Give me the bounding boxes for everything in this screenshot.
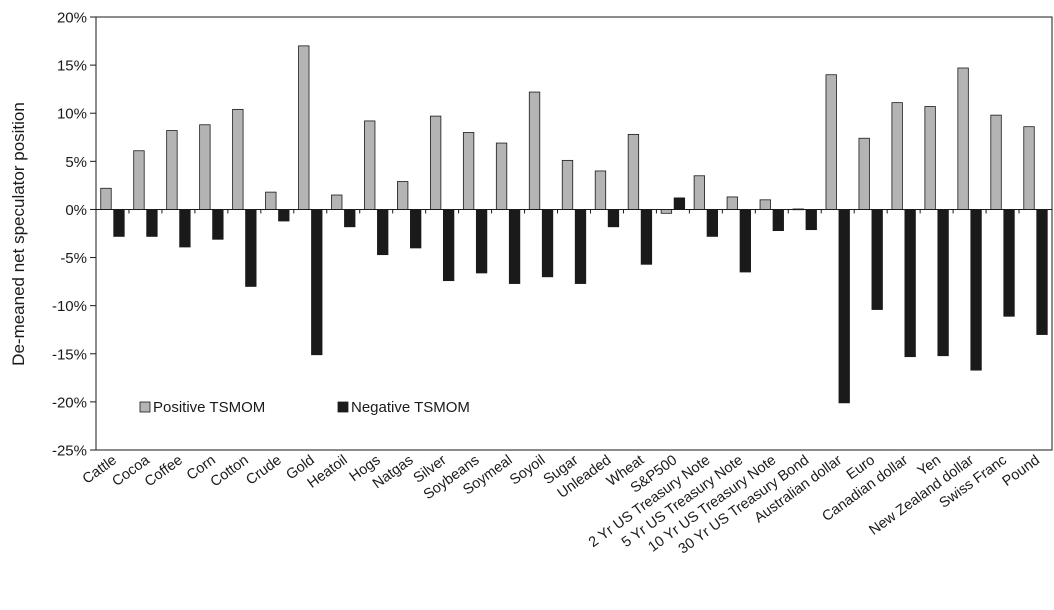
y-tick-label: -25% xyxy=(52,443,87,460)
plot-area: 20%15%10%5%0%-5%-10%-15%-20%-25%CattleCo… xyxy=(52,10,1053,557)
y-tick-label: 15% xyxy=(57,58,87,75)
bar xyxy=(561,159,574,210)
bar xyxy=(212,209,224,240)
bar xyxy=(278,209,290,222)
y-tick-label: 0% xyxy=(65,202,87,219)
bar xyxy=(739,209,751,273)
y-tick-label: 20% xyxy=(57,10,87,27)
bar xyxy=(706,209,719,237)
legend-label-positive: Positive TSMOM xyxy=(153,399,265,416)
bar xyxy=(937,209,949,357)
bar xyxy=(726,196,738,210)
bar xyxy=(442,209,455,282)
bar xyxy=(232,108,244,210)
bar xyxy=(541,209,554,278)
bar xyxy=(179,209,191,248)
bar xyxy=(924,106,936,210)
y-tick-label: -5% xyxy=(60,250,87,267)
legend-label-negative: Negative TSMOM xyxy=(351,399,470,416)
bar xyxy=(298,45,310,210)
bar xyxy=(990,114,1002,210)
bar xyxy=(805,209,817,231)
bar xyxy=(311,209,323,356)
y-tick-label: 10% xyxy=(57,106,87,123)
bar xyxy=(607,209,620,228)
bar xyxy=(673,197,686,210)
bar xyxy=(594,170,607,210)
x-tick-label: Soyoil xyxy=(507,452,548,488)
bar xyxy=(858,137,870,210)
bar xyxy=(627,133,640,210)
bar xyxy=(871,209,883,310)
bar xyxy=(100,187,112,210)
bar xyxy=(397,181,409,210)
bar xyxy=(133,150,145,210)
bar xyxy=(957,67,969,210)
legend-swatch-negative xyxy=(337,401,349,413)
bar xyxy=(245,209,257,287)
y-tick-label: 5% xyxy=(65,154,87,171)
bar xyxy=(640,209,653,265)
legend-swatch-positive xyxy=(139,401,151,413)
bar xyxy=(693,175,706,210)
bar xyxy=(1023,126,1035,210)
bar xyxy=(410,209,422,249)
bar xyxy=(825,74,837,210)
bar xyxy=(495,142,508,210)
bar xyxy=(1036,209,1048,335)
bar xyxy=(904,209,916,358)
legend: Positive TSMOM Negative TSMOM xyxy=(139,399,470,416)
bar xyxy=(772,209,784,232)
y-tick-label: -10% xyxy=(52,298,87,315)
bar xyxy=(462,132,475,210)
bar xyxy=(574,209,587,284)
y-tick-label: -15% xyxy=(52,346,87,363)
bar xyxy=(429,115,442,210)
bar xyxy=(265,191,277,210)
bar xyxy=(1003,209,1015,317)
y-axis-label: De-meaned net speculator position xyxy=(9,102,28,366)
x-tick-label: Coffee xyxy=(142,452,186,490)
bar xyxy=(166,130,178,210)
x-tick-label: Crude xyxy=(243,452,284,488)
x-tick-label: Cotton xyxy=(208,452,252,490)
bar xyxy=(377,209,389,256)
bar xyxy=(475,209,488,274)
bar xyxy=(199,124,211,210)
bar xyxy=(344,209,356,228)
bar xyxy=(113,209,125,237)
y-tick-label: -20% xyxy=(52,394,87,411)
bar xyxy=(364,120,376,210)
bar xyxy=(759,199,771,210)
bar xyxy=(331,194,343,210)
bar xyxy=(146,209,158,237)
plot-frame xyxy=(95,16,1053,451)
bar xyxy=(891,102,903,210)
x-tick-label: Pound xyxy=(1000,452,1043,490)
bar xyxy=(838,209,850,404)
bar xyxy=(528,91,541,210)
bar xyxy=(508,209,521,284)
bar xyxy=(660,209,673,214)
bar xyxy=(970,209,982,371)
